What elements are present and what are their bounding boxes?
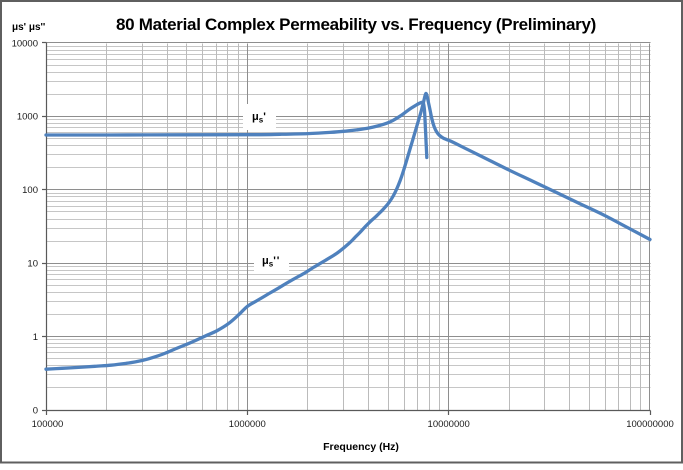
- svg-text:10000: 10000: [12, 38, 38, 49]
- svg-text:μs'': μs'': [262, 255, 280, 269]
- svg-text:10: 10: [27, 259, 38, 270]
- svg-text:1: 1: [33, 332, 38, 343]
- svg-text:80 Material Complex Permeabili: 80 Material Complex Permeability vs. Fre…: [116, 15, 596, 34]
- svg-text:100000000: 100000000: [626, 419, 674, 430]
- svg-text:100: 100: [22, 185, 38, 196]
- svg-text:0: 0: [33, 405, 38, 416]
- svg-text:10000000: 10000000: [428, 419, 470, 430]
- svg-text:μs': μs': [252, 111, 266, 125]
- svg-text:1000: 1000: [17, 112, 38, 123]
- svg-text:μs' μs'': μs' μs'': [12, 22, 45, 33]
- svg-text:1000000: 1000000: [229, 419, 266, 430]
- svg-text:Frequency (Hz): Frequency (Hz): [323, 441, 399, 453]
- svg-text:100000: 100000: [32, 419, 64, 430]
